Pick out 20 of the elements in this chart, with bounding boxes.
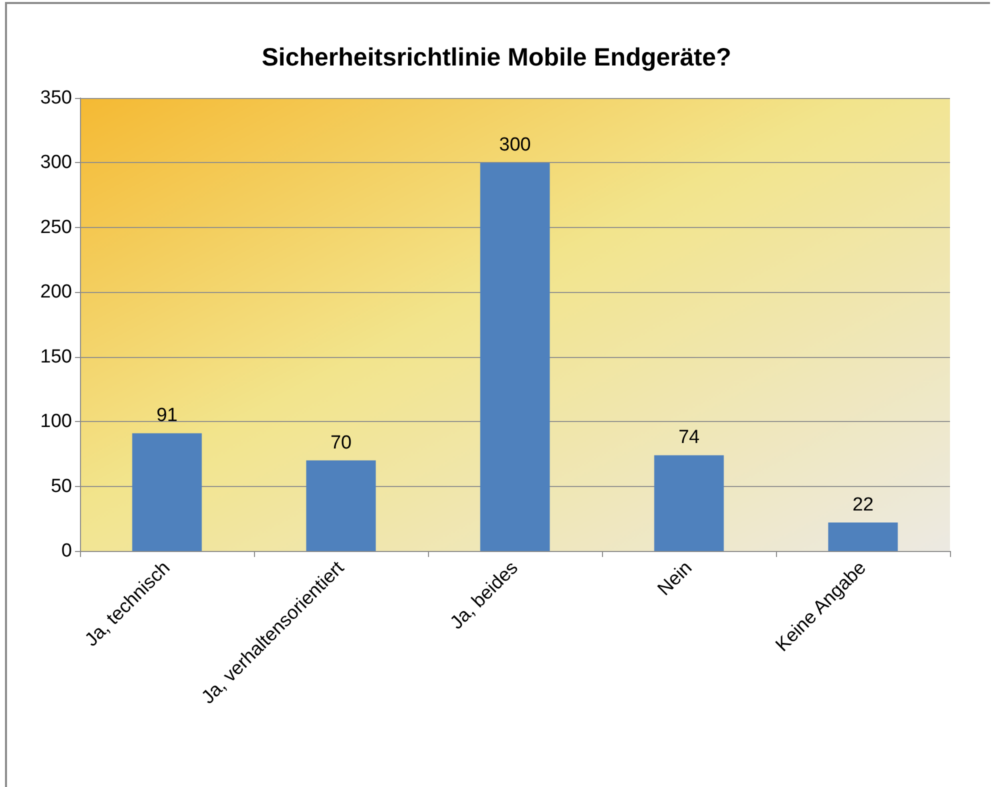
bar: [828, 522, 898, 551]
y-tick-label: 100: [40, 411, 72, 432]
data-label: 91: [156, 405, 178, 426]
y-tick-label: 50: [50, 476, 72, 497]
chart-title: Sicherheitsrichtlinie Mobile Endgeräte?: [262, 44, 732, 72]
y-tick-label: 350: [40, 88, 72, 108]
data-label: 300: [499, 134, 531, 156]
bar: [306, 460, 376, 551]
y-tick-label: 150: [40, 346, 72, 368]
y-tick-label: 250: [40, 216, 72, 238]
data-label: 22: [852, 494, 874, 516]
y-tick-label: 200: [40, 282, 72, 303]
data-label: 74: [678, 427, 700, 448]
bar: [654, 455, 724, 551]
y-tick-label: 300: [40, 152, 72, 174]
y-tick-label: 0: [61, 540, 72, 562]
bar: [480, 162, 550, 551]
data-label: 70: [330, 432, 352, 454]
bar: [132, 433, 202, 551]
x-tick-label: Nein: [654, 558, 696, 600]
